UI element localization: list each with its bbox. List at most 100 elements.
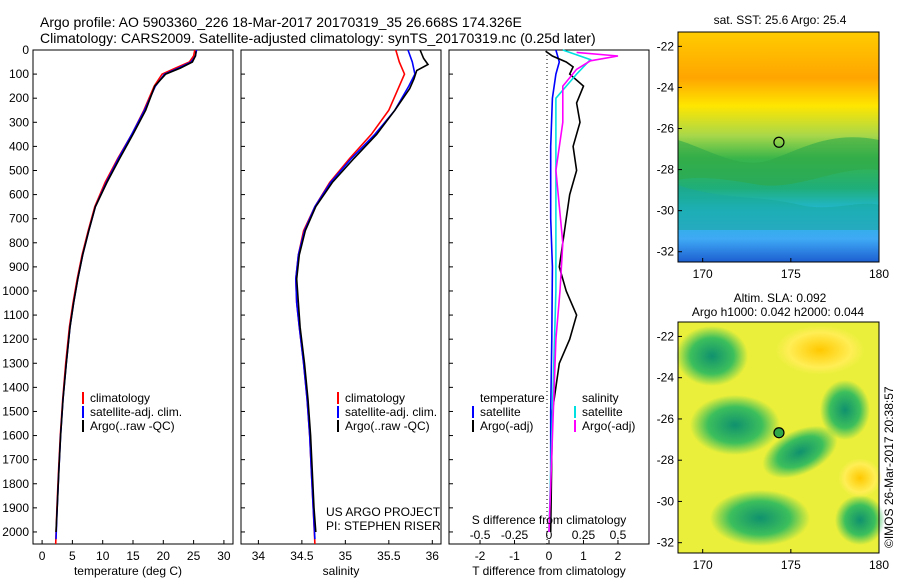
x-tick-label: 5: [69, 549, 76, 563]
x-tick-label: 34.5: [290, 549, 314, 563]
salinity-panel-frame: [240, 49, 442, 545]
legend-label-t-satellite: satellite: [480, 405, 521, 419]
temperature-x-label: temperature (deg C): [74, 564, 182, 578]
map-y-tick-label: -26: [657, 122, 675, 136]
imos-timestamp: ©IMOS 26-Mar-2017 20:38:57: [882, 386, 896, 548]
depth-tick-label: 0: [22, 43, 29, 57]
series-line-salinity-satellite: [548, 49, 592, 533]
sst-map-title: sat. SST: 25.6 Argo: 25.4: [714, 13, 847, 27]
sla-eddy-s: [710, 490, 810, 546]
depth-tick-label: 800: [9, 236, 29, 250]
s-tick-label: 0.5: [610, 528, 627, 542]
depth-tick-label: 1800: [2, 477, 29, 491]
x-tick-label: 34: [252, 549, 266, 563]
salinity-x-axis: 34 34.5 35 35.5 36: [252, 540, 440, 563]
sla-map-x-axis: 170 175 180: [693, 549, 889, 572]
sla-map-y-axis: -22 -24 -26 -28 -30 -32: [657, 329, 682, 550]
map-y-tick-label: -28: [657, 163, 675, 177]
map-y-tick-label: -28: [657, 453, 675, 467]
map-x-tick-label: 175: [781, 558, 801, 572]
s-tick-label: 0: [546, 528, 553, 542]
s-difference-x-axis: -0.5 -0.25 0 0.25 0.5: [470, 528, 627, 542]
sla-eddy-e: [820, 380, 870, 440]
map-y-tick-label: -32: [657, 536, 675, 550]
temperature-panel-frame: [32, 49, 234, 545]
depth-tick-label: 700: [9, 212, 29, 226]
map-x-tick-label: 175: [781, 267, 801, 281]
series-line-climatology: [54, 49, 196, 545]
legend-label-t-argo: Argo(-adj): [480, 419, 533, 433]
sla-eddy-w: [690, 395, 780, 455]
series-line-argo-raw-qc: [55, 51, 197, 533]
sla-map-subtitle: Argo h1000: 0.042 h2000: 0.044: [692, 305, 864, 319]
sla-profile-location-marker: [773, 427, 785, 439]
sla-high-ne: [775, 325, 865, 375]
x-tick-label: 1: [580, 549, 587, 563]
header-title-line2: Climatology: CARS2009. Satellite-adjuste…: [40, 30, 596, 46]
depth-tick-label: 500: [9, 163, 29, 177]
x-tick-label: 36: [426, 549, 440, 563]
depth-tick-label: 1500: [2, 404, 29, 418]
s-tick-label: -0.25: [501, 528, 529, 542]
depth-tick-label: 900: [9, 260, 29, 274]
x-tick-label: -2: [475, 549, 486, 563]
series-line-argo-raw-qc: [295, 49, 430, 533]
salinity-x-label: salinity: [323, 564, 360, 578]
map-y-tick-label: -24: [657, 371, 675, 385]
legend-label-climatology: climatology: [90, 391, 150, 405]
map-x-tick-label: 170: [693, 558, 713, 572]
x-tick-label: 2: [615, 549, 622, 563]
depth-axis: 0 100 200 300 400 500 600 700 800 900 1000 1100 1200…: [2, 43, 453, 539]
map-x-tick-label: 180: [869, 267, 889, 281]
x-tick-label: 10: [96, 549, 110, 563]
series-line-salinity-argo-adj: [548, 51, 619, 533]
map-y-tick-label: -22: [657, 39, 675, 53]
depth-tick-label: 1000: [2, 284, 29, 298]
x-tick-label: 20: [157, 549, 171, 563]
sst-warm-front: [678, 137, 879, 186]
map-y-tick-label: -30: [657, 204, 675, 218]
temperature-series: [54, 49, 198, 545]
difference-series: [545, 49, 619, 533]
depth-tick-label: 1200: [2, 332, 29, 346]
legend-label-s-argo: Argo(-adj): [582, 419, 635, 433]
depth-tick-label: 1900: [2, 501, 29, 515]
sst-map-x-axis: 170 175 180: [693, 258, 889, 281]
sla-high-e: [838, 458, 882, 498]
sla-eddy-nw: [676, 326, 748, 386]
depth-tick-label: 2000: [2, 525, 29, 539]
s-tick-label: 0.25: [572, 528, 596, 542]
sla-map-frame: [677, 321, 880, 554]
difference-legend: temperature salinity satellite Argo(-adj…: [472, 391, 635, 433]
t-difference-x-axis: -2 -1 0 1 2: [475, 540, 622, 563]
sla-eddy-center: [762, 425, 838, 479]
header-title-line1: Argo profile: AO 5903360_226 18-Mar-2017…: [40, 14, 522, 30]
sst-profile-location-marker: [773, 136, 785, 148]
x-tick-label: 30: [217, 549, 231, 563]
x-tick-label: 25: [187, 549, 201, 563]
depth-tick-label: 1300: [2, 356, 29, 370]
series-line-satellite-adj-clim: [55, 49, 198, 540]
map-y-tick-label: -26: [657, 412, 675, 426]
depth-tick-label: 100: [9, 67, 29, 81]
t-difference-x-label: T difference from climatology: [472, 564, 626, 578]
x-tick-label: 35.5: [377, 549, 401, 563]
legend-label-climatology: climatology: [345, 391, 405, 405]
depth-tick-label: 300: [9, 115, 29, 129]
temperature-legend: climatology satellite-adj. clim. Argo(..…: [82, 391, 182, 433]
series-line-temperature-satellite: [549, 49, 561, 532]
x-tick-label: -1: [509, 549, 520, 563]
depth-tick-label: 1400: [2, 380, 29, 394]
sst-map-frame: [677, 31, 880, 263]
project-credit: US ARGO PROJECT: [326, 505, 441, 519]
legend-label-satellite: satellite-adj. clim.: [90, 405, 182, 419]
x-tick-label: 35: [339, 549, 353, 563]
x-tick-label: 15: [126, 549, 140, 563]
s-difference-label: S difference from climatology: [472, 513, 627, 527]
map-x-tick-label: 180: [869, 558, 889, 572]
map-y-tick-label: -24: [657, 80, 675, 94]
map-x-tick-label: 170: [693, 267, 713, 281]
map-y-tick-label: -22: [657, 329, 675, 343]
depth-tick-label: 600: [9, 188, 29, 202]
